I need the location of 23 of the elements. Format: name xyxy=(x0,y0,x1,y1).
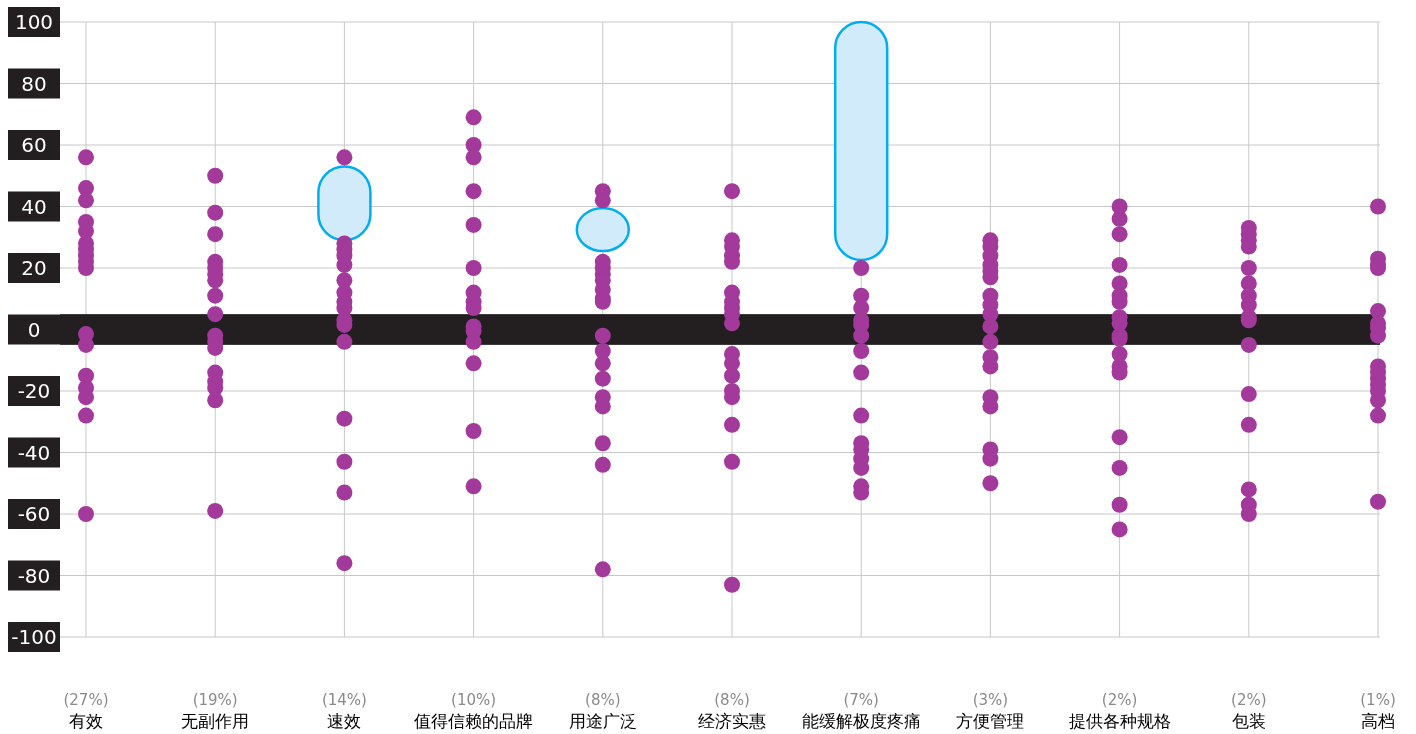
y-tick-label: 40 xyxy=(21,194,47,219)
y-tick-label: 0 xyxy=(27,317,41,342)
y-tick-label: 100 xyxy=(14,10,54,34)
y-tick-label: 20 xyxy=(21,256,47,280)
y-tick-label: -80 xyxy=(17,563,51,588)
bar xyxy=(833,20,889,262)
y-tick-label: -20 xyxy=(17,379,51,403)
x-tick-label: (8%) 经济实惠 xyxy=(698,691,766,731)
x-tick-label: (27%) 有效 xyxy=(63,691,109,731)
x-tick-label: (3%) 方便管理 xyxy=(956,691,1025,731)
y-tick-label: -40 xyxy=(17,440,51,465)
x-tick-label: (10%) 值得信赖的品牌 xyxy=(414,691,534,731)
x-tick-label: (2%) 提供各种规格 xyxy=(1068,691,1171,731)
y-tick-label: 60 xyxy=(21,133,47,157)
x-tick-label: (19%) 无副作用 xyxy=(181,691,250,731)
y-tick-label: 80 xyxy=(21,71,47,96)
y-tick-label: -60 xyxy=(17,502,51,526)
x-tick-label: (14%) 速效 xyxy=(321,691,367,731)
x-tick-label: (7%) 能缓解极度疼痛 xyxy=(801,691,921,731)
x-tick-label: (8%) 用途广泛 xyxy=(568,691,637,731)
y-tick-label: -100 xyxy=(11,625,57,649)
x-tick-label: (2%) 包装 xyxy=(1231,691,1267,731)
x-tick-label: (1%) 高档 xyxy=(1360,691,1396,731)
